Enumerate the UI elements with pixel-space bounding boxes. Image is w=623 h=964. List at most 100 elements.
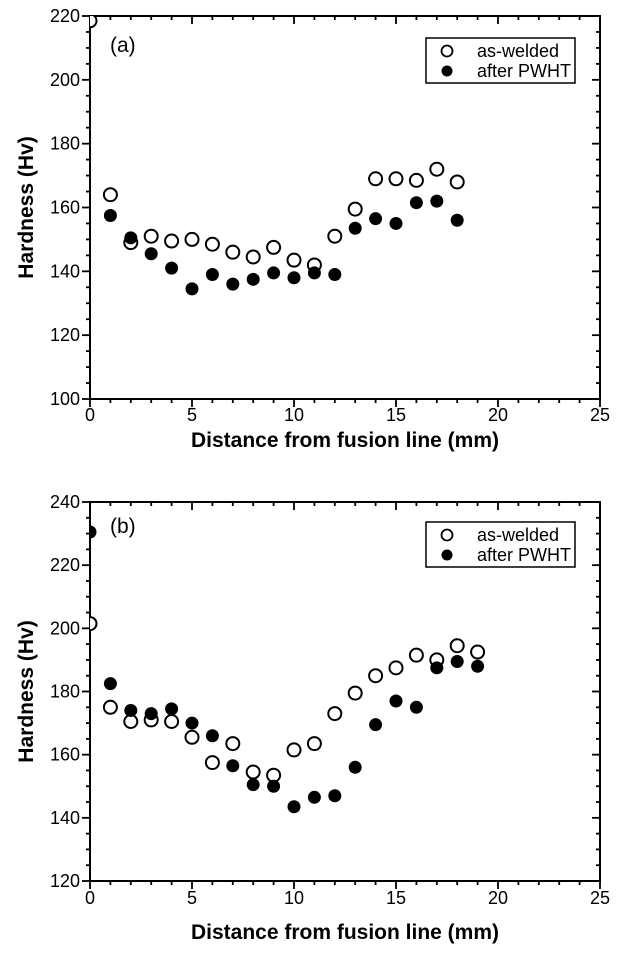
series-as-welded xyxy=(90,16,465,273)
data-point xyxy=(408,647,424,663)
data-point xyxy=(165,261,179,275)
data-point xyxy=(307,790,321,804)
data-point xyxy=(307,266,321,280)
filled-circle-icon xyxy=(441,65,453,77)
data-point xyxy=(347,685,363,701)
x-axis-title: Distance from fusion line (mm) xyxy=(191,429,499,452)
data-point xyxy=(389,694,403,708)
legend-label: after PWHT xyxy=(477,61,571,81)
data-point xyxy=(348,760,362,774)
data-point xyxy=(409,700,423,714)
data-point xyxy=(327,706,343,722)
panel-label: (a) xyxy=(110,34,136,57)
data-point xyxy=(103,208,117,222)
data-point xyxy=(246,272,260,286)
data-point xyxy=(245,764,261,780)
panel-label: (b) xyxy=(110,515,136,538)
x-tick-label: 10 xyxy=(284,405,304,425)
y-tick-label: 180 xyxy=(50,134,80,154)
data-point xyxy=(287,800,301,814)
data-point xyxy=(90,525,97,539)
data-point xyxy=(450,654,464,668)
data-point xyxy=(246,778,260,792)
legend-label: as-welded xyxy=(477,525,559,545)
x-tick-label: 15 xyxy=(386,405,406,425)
legend-label: after PWHT xyxy=(477,545,571,565)
series-after-PWHT xyxy=(103,194,464,296)
x-tick-label: 25 xyxy=(590,888,610,908)
data-point xyxy=(267,779,281,793)
data-point xyxy=(328,789,342,803)
y-axis-title: Hardness (Hv) xyxy=(15,136,38,278)
data-point xyxy=(90,616,98,632)
data-point xyxy=(388,171,404,187)
data-point xyxy=(408,172,424,188)
data-point xyxy=(266,767,282,783)
y-tick-label: 120 xyxy=(50,871,80,891)
x-tick-label: 20 xyxy=(488,888,508,908)
legend-label: as-welded xyxy=(477,41,559,61)
data-point xyxy=(185,282,199,296)
data-point xyxy=(327,228,343,244)
y-tick-label: 140 xyxy=(50,261,80,281)
y-tick-label: 220 xyxy=(50,6,80,26)
data-point xyxy=(184,231,200,247)
filled-circle-icon xyxy=(441,549,453,561)
data-point xyxy=(348,221,362,235)
data-points xyxy=(90,525,486,814)
data-point xyxy=(90,16,98,29)
data-point xyxy=(368,668,384,684)
open-circle-icon xyxy=(440,528,454,542)
data-point xyxy=(389,216,403,230)
x-tick-label: 5 xyxy=(187,405,197,425)
x-tick-label: 25 xyxy=(590,405,610,425)
x-axis-title: Distance from fusion line (mm) xyxy=(191,921,499,944)
data-point xyxy=(369,718,383,732)
data-point xyxy=(164,233,180,249)
data-point xyxy=(103,677,117,691)
y-axis-title: Hardness (Hv) xyxy=(15,620,38,762)
data-point xyxy=(287,271,301,285)
data-point xyxy=(449,174,465,190)
data-point xyxy=(266,239,282,255)
data-point xyxy=(471,659,485,673)
data-point xyxy=(225,736,241,752)
x-tick-label: 10 xyxy=(284,888,304,908)
data-point xyxy=(245,249,261,265)
data-point xyxy=(450,213,464,227)
chart-panel-b: 0 5 10 15 20 25 120 140 160 180 200 220 240 Distance … xyxy=(0,480,623,959)
y-tick-label: 220 xyxy=(50,555,80,575)
x-tick-label: 0 xyxy=(85,405,95,425)
legend-box xyxy=(425,37,576,84)
data-point xyxy=(286,252,302,268)
y-tick-label: 200 xyxy=(50,70,80,90)
scatter-plot-b: 0 5 10 15 20 25 120 140 160 180 200 220 240 Distance … xyxy=(15,492,610,944)
data-point xyxy=(205,729,219,743)
y-tick-label: 160 xyxy=(50,745,80,765)
data-point xyxy=(123,714,139,730)
y-tick-label: 140 xyxy=(50,808,80,828)
data-point xyxy=(204,236,220,252)
series-after-PWHT xyxy=(90,525,485,814)
data-point xyxy=(226,759,240,773)
data-point xyxy=(144,707,158,721)
axis-ticks xyxy=(82,15,601,407)
data-point xyxy=(205,268,219,282)
data-point xyxy=(369,212,383,226)
data-point xyxy=(429,161,445,177)
y-tick-label: 160 xyxy=(50,198,80,218)
open-circle-icon xyxy=(440,44,454,58)
data-point xyxy=(226,277,240,291)
data-point xyxy=(204,755,220,771)
data-point xyxy=(102,187,118,203)
chart-panel-a: 0 5 10 15 20 25 100 120 140 160 180 200 220 Distance … xyxy=(0,0,623,480)
data-point xyxy=(347,201,363,217)
data-point xyxy=(286,742,302,758)
y-tick-label: 100 xyxy=(50,389,80,409)
legend-box xyxy=(425,521,576,568)
y-tick-label: 120 xyxy=(50,325,80,345)
data-point xyxy=(267,266,281,280)
